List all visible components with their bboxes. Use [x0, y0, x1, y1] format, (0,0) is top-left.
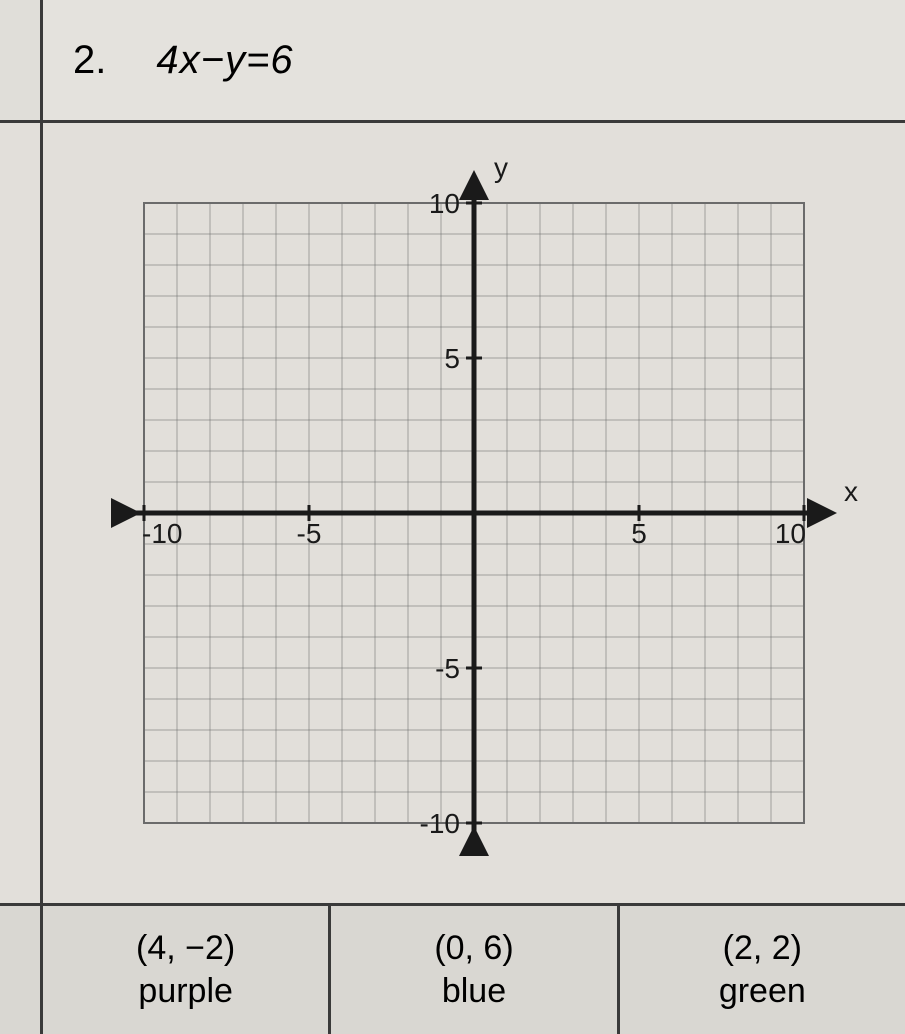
- worksheet-page: 2. 4x−y=6 -10 -5 5 10 10 5 -5 -10 x y (4, −2) pur…: [0, 0, 905, 1031]
- answer-option-2: (0, 6) blue: [331, 906, 619, 1034]
- margin-cell: [0, 0, 43, 120]
- coordinate-plane: -10 -5 5 10 10 5 -5 -10 x y: [74, 143, 874, 883]
- answer-point: (4, −2): [136, 929, 235, 968]
- svg-text:5: 5: [631, 518, 647, 549]
- graph-row: -10 -5 5 10 10 5 -5 -10 x y: [0, 123, 905, 906]
- svg-text:x: x: [844, 476, 858, 507]
- answer-color: green: [719, 972, 806, 1011]
- problem-equation: 4x−y=6: [156, 38, 293, 83]
- answer-color: purple: [138, 972, 233, 1011]
- svg-text:10: 10: [775, 518, 806, 549]
- svg-text:-5: -5: [297, 518, 322, 549]
- answer-color: blue: [442, 972, 506, 1011]
- svg-text:-5: -5: [435, 653, 460, 684]
- margin-cell: [0, 123, 43, 903]
- svg-text:-10: -10: [420, 808, 460, 839]
- svg-text:5: 5: [444, 343, 460, 374]
- answer-point: (0, 6): [434, 929, 513, 968]
- problem-cell: 2. 4x−y=6: [43, 0, 905, 120]
- svg-text:-10: -10: [142, 518, 182, 549]
- answer-point: (2, 2): [723, 929, 802, 968]
- answers-row: (4, −2) purple (0, 6) blue (2, 2) green: [0, 906, 905, 1034]
- problem-number: 2.: [73, 38, 106, 83]
- answer-option-3: (2, 2) green: [620, 906, 905, 1034]
- margin-cell: [0, 906, 43, 1034]
- graph-cell: -10 -5 5 10 10 5 -5 -10 x y: [43, 123, 905, 903]
- problem-row: 2. 4x−y=6: [0, 0, 905, 123]
- svg-text:10: 10: [429, 188, 460, 219]
- answer-option-1: (4, −2) purple: [43, 906, 331, 1034]
- svg-text:y: y: [494, 152, 508, 183]
